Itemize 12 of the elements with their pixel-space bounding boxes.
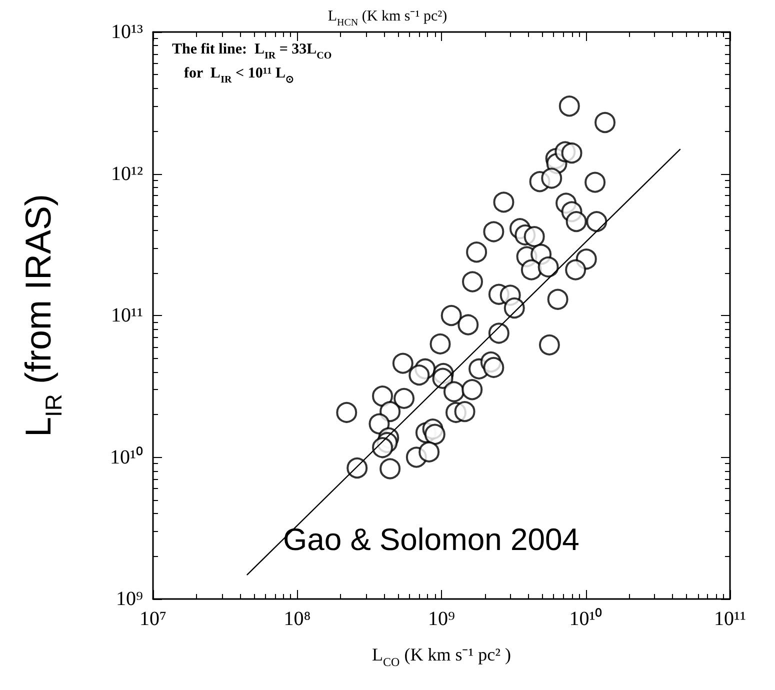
y-axis-title: LIR (from IRAS) — [18, 194, 66, 438]
annotation: Gao & Solomon 2004 — [283, 522, 580, 557]
y-tick-label: 10⁹ — [116, 588, 144, 610]
y-tick-label: 10¹⁰ — [110, 445, 143, 468]
x-tick-label: 10¹¹ — [714, 608, 746, 630]
x-tick-label: 10⁹ — [428, 608, 456, 630]
y-tick-label: 10¹² — [111, 162, 143, 185]
y-tick-label: 10¹¹ — [111, 304, 143, 326]
y-tick-label: 10¹³ — [111, 21, 143, 43]
x-tick-label: 10¹⁰ — [569, 607, 602, 630]
x-tick-label: 10⁸ — [284, 608, 311, 630]
x-tick-label: 10⁷ — [140, 608, 167, 630]
